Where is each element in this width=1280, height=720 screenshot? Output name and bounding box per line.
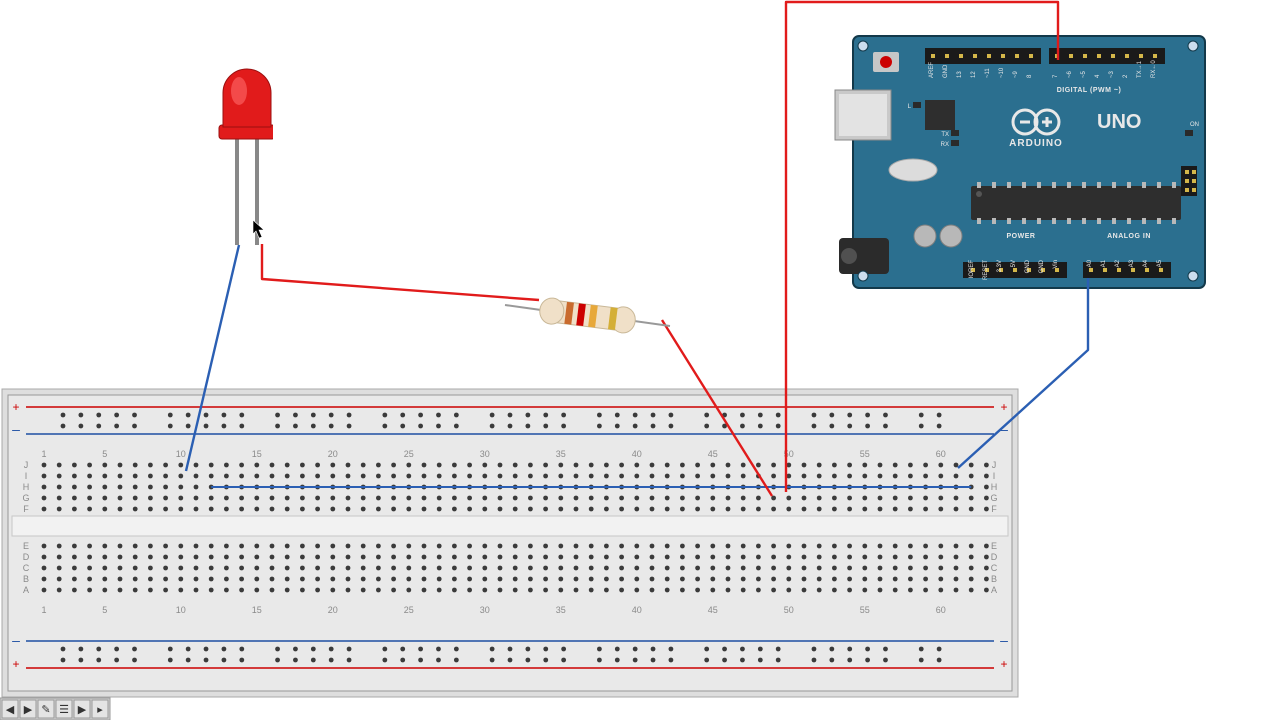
svg-text:25: 25 xyxy=(404,449,414,459)
svg-text:DIGITAL (PWM ~): DIGITAL (PWM ~) xyxy=(1057,87,1122,94)
svg-text:+: + xyxy=(12,400,19,414)
svg-text:D: D xyxy=(991,552,998,562)
svg-text:45: 45 xyxy=(708,449,718,459)
svg-text:◀: ◀ xyxy=(6,704,15,716)
svg-text:~6: ~6 xyxy=(1067,70,1073,78)
svg-text:✎: ✎ xyxy=(41,704,50,716)
svg-text:+: + xyxy=(1000,400,1007,414)
svg-text:▶: ▶ xyxy=(24,704,33,716)
svg-text:13: 13 xyxy=(957,71,963,78)
svg-text:10: 10 xyxy=(176,449,186,459)
svg-text:E: E xyxy=(23,541,29,551)
svg-text:5: 5 xyxy=(102,605,107,615)
svg-text:15: 15 xyxy=(252,605,262,615)
svg-text:A1: A1 xyxy=(1101,259,1107,267)
svg-text:A4: A4 xyxy=(1143,259,1149,267)
svg-text:IOREF: IOREF xyxy=(969,260,975,279)
svg-text:G: G xyxy=(990,493,997,503)
svg-text:▶: ▶ xyxy=(78,704,87,716)
svg-text:D: D xyxy=(23,552,30,562)
svg-text:C: C xyxy=(23,563,30,573)
svg-text:~3: ~3 xyxy=(1109,70,1115,78)
svg-text:Vin: Vin xyxy=(1053,260,1059,269)
svg-text:RX: RX xyxy=(941,142,949,148)
svg-text:40: 40 xyxy=(632,605,642,615)
svg-text:RESET: RESET xyxy=(983,260,989,280)
svg-text:55: 55 xyxy=(860,449,870,459)
svg-text:35: 35 xyxy=(556,449,566,459)
bottom-toolbar: ◀ ▶ ✎ ☰ ▶ ▸ xyxy=(0,698,110,720)
svg-text:A3: A3 xyxy=(1129,259,1135,267)
svg-text:H: H xyxy=(991,482,998,492)
svg-text:60: 60 xyxy=(936,605,946,615)
svg-text:G: G xyxy=(22,493,29,503)
svg-text:A5: A5 xyxy=(1157,259,1163,267)
svg-text:B: B xyxy=(991,574,997,584)
svg-text:~11: ~11 xyxy=(985,68,991,78)
svg-text:UNO: UNO xyxy=(1097,111,1141,133)
svg-text:B: B xyxy=(23,574,29,584)
svg-text:GND: GND xyxy=(1025,259,1031,273)
svg-text:RX←0: RX←0 xyxy=(1151,60,1157,78)
arduino-uno: AREFGND1312~11~10~987~6~54~32TX→1RX←0DIG… xyxy=(835,36,1205,288)
svg-text:30: 30 xyxy=(480,449,490,459)
breadboard: +–+––+–+11551010151520202525303035354040… xyxy=(2,389,1018,697)
svg-text:+: + xyxy=(12,657,19,671)
svg-text:A2: A2 xyxy=(1115,259,1121,267)
svg-text:POWER: POWER xyxy=(1007,233,1036,240)
circuit-canvas: +–+––+–+11551010151520202525303035354040… xyxy=(0,0,1280,720)
svg-text:5: 5 xyxy=(102,449,107,459)
svg-text:AREF: AREF xyxy=(929,62,935,78)
svg-text:35: 35 xyxy=(556,605,566,615)
svg-text:~10: ~10 xyxy=(999,67,1005,78)
svg-text:5V: 5V xyxy=(1011,260,1017,267)
svg-text:45: 45 xyxy=(708,605,718,615)
svg-text:J: J xyxy=(24,460,29,470)
svg-text:I: I xyxy=(993,471,996,481)
svg-text:50: 50 xyxy=(784,605,794,615)
svg-text:10: 10 xyxy=(176,605,186,615)
svg-text:55: 55 xyxy=(860,605,870,615)
svg-text:ARDUINO: ARDUINO xyxy=(1009,138,1063,149)
svg-text:TX→1: TX→1 xyxy=(1137,60,1143,78)
svg-text:–: – xyxy=(12,421,20,437)
svg-text:25: 25 xyxy=(404,605,414,615)
svg-text:▸: ▸ xyxy=(97,704,103,716)
svg-text:–: – xyxy=(1000,632,1008,648)
svg-text:A: A xyxy=(23,585,29,595)
svg-text:F: F xyxy=(23,504,29,514)
svg-text:60: 60 xyxy=(936,449,946,459)
svg-text:30: 30 xyxy=(480,605,490,615)
svg-text:ANALOG IN: ANALOG IN xyxy=(1107,233,1151,240)
svg-text:20: 20 xyxy=(328,605,338,615)
svg-text:I: I xyxy=(25,471,28,481)
svg-text:ON: ON xyxy=(1190,122,1199,128)
svg-text:GND: GND xyxy=(943,64,949,78)
svg-text:1: 1 xyxy=(41,605,46,615)
svg-text:3.3V: 3.3V xyxy=(997,260,1003,272)
svg-text:A0: A0 xyxy=(1087,259,1093,267)
svg-text:40: 40 xyxy=(632,449,642,459)
svg-text:~9: ~9 xyxy=(1013,70,1019,78)
svg-text:C: C xyxy=(991,563,998,573)
svg-text:J: J xyxy=(992,460,997,470)
svg-text:15: 15 xyxy=(252,449,262,459)
svg-text:☰: ☰ xyxy=(59,704,69,716)
svg-text:A: A xyxy=(991,585,997,595)
svg-text:E: E xyxy=(991,541,997,551)
svg-text:GND: GND xyxy=(1039,259,1045,273)
svg-text:1: 1 xyxy=(41,449,46,459)
svg-text:TX: TX xyxy=(941,132,949,138)
svg-text:~5: ~5 xyxy=(1081,70,1087,78)
svg-text:+: + xyxy=(1000,657,1007,671)
svg-text:20: 20 xyxy=(328,449,338,459)
svg-text:H: H xyxy=(23,482,30,492)
svg-text:–: – xyxy=(12,632,20,648)
svg-text:12: 12 xyxy=(971,71,977,78)
svg-text:F: F xyxy=(991,504,997,514)
